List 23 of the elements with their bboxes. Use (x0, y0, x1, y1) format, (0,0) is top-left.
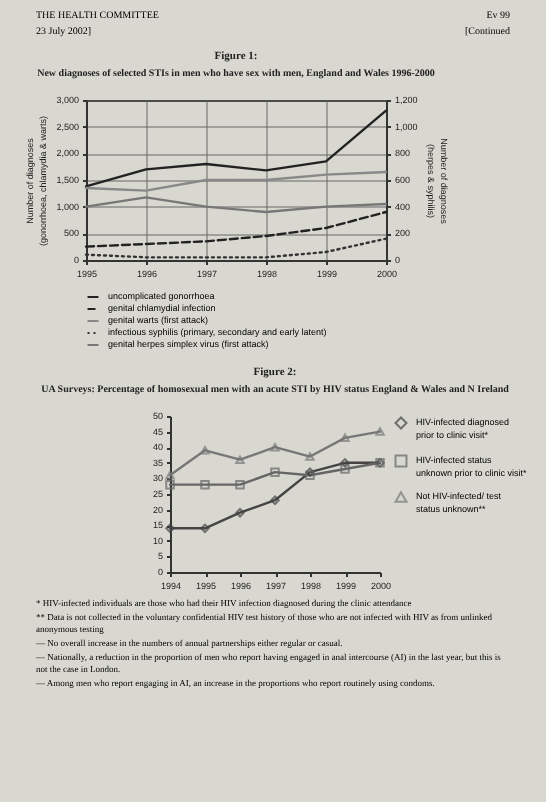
point (165, 479, 175, 490)
point (270, 467, 280, 477)
point (165, 523, 175, 534)
line-series (165, 458, 385, 490)
point (200, 523, 210, 534)
point (235, 479, 245, 490)
point (375, 427, 385, 436)
point (340, 433, 350, 443)
point (340, 458, 350, 468)
point (200, 446, 210, 455)
point (270, 495, 280, 505)
point (200, 479, 210, 490)
point (235, 455, 245, 464)
point (270, 442, 280, 452)
line-series (84, 196, 388, 214)
point (305, 452, 315, 461)
line-series (84, 210, 388, 248)
line-series (84, 109, 388, 188)
line-series (165, 427, 385, 480)
point (235, 507, 245, 518)
line-series (84, 170, 388, 192)
point (165, 471, 175, 480)
point (340, 464, 350, 474)
